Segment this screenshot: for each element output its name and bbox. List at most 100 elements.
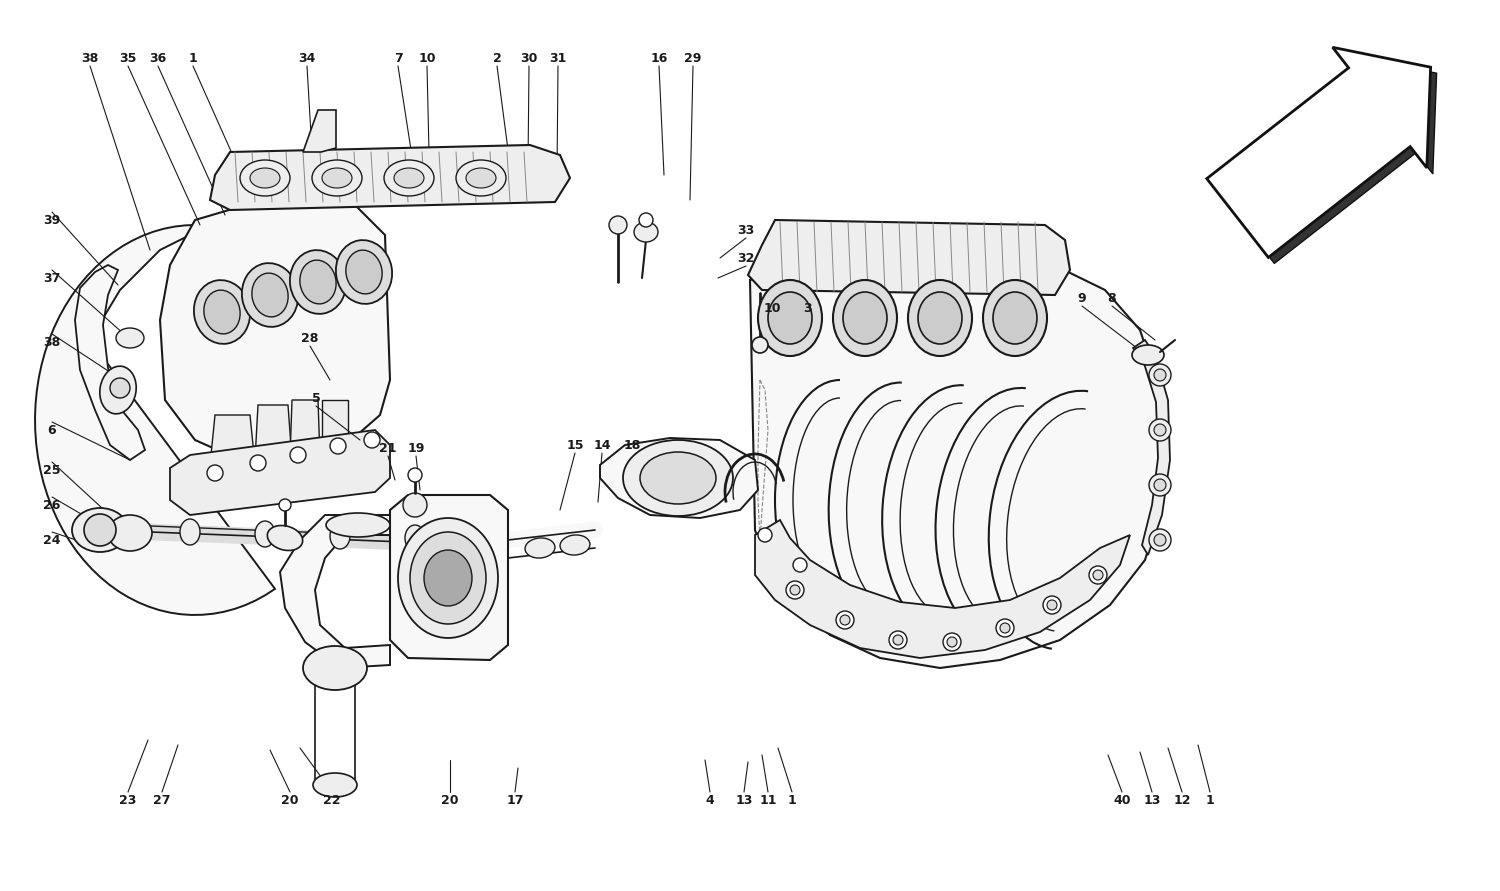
Circle shape — [890, 631, 908, 649]
Ellipse shape — [424, 550, 472, 606]
Circle shape — [1154, 369, 1166, 381]
Ellipse shape — [843, 292, 886, 344]
Ellipse shape — [204, 290, 240, 334]
Text: 32: 32 — [738, 251, 754, 265]
Polygon shape — [255, 405, 292, 460]
Ellipse shape — [758, 280, 822, 356]
Text: 7: 7 — [393, 52, 402, 64]
Ellipse shape — [466, 168, 496, 188]
Ellipse shape — [982, 280, 1047, 356]
Text: 14: 14 — [592, 438, 610, 452]
Ellipse shape — [314, 773, 357, 797]
Circle shape — [786, 581, 804, 599]
Circle shape — [1149, 419, 1172, 441]
Text: 16: 16 — [651, 52, 668, 64]
Text: 3: 3 — [804, 301, 813, 315]
Circle shape — [892, 635, 903, 645]
Ellipse shape — [833, 280, 897, 356]
Text: 36: 36 — [150, 52, 166, 64]
Circle shape — [639, 213, 652, 227]
Text: 28: 28 — [302, 331, 318, 345]
Text: 20: 20 — [441, 794, 459, 806]
Text: 12: 12 — [1173, 794, 1191, 806]
Polygon shape — [750, 255, 1160, 668]
Ellipse shape — [1132, 345, 1164, 365]
Text: 15: 15 — [566, 438, 584, 452]
Circle shape — [1149, 364, 1172, 386]
Polygon shape — [1214, 53, 1437, 264]
Ellipse shape — [410, 532, 486, 624]
Ellipse shape — [634, 222, 658, 242]
Polygon shape — [170, 430, 390, 515]
Text: 13: 13 — [735, 794, 753, 806]
Circle shape — [758, 528, 772, 542]
Circle shape — [1149, 529, 1172, 551]
Text: 31: 31 — [549, 52, 567, 64]
Text: 1: 1 — [189, 52, 198, 64]
Circle shape — [408, 468, 422, 482]
Circle shape — [1154, 424, 1166, 436]
Text: 22: 22 — [324, 794, 340, 806]
Ellipse shape — [116, 328, 144, 348]
Circle shape — [794, 558, 807, 572]
Text: 21: 21 — [380, 442, 396, 454]
Polygon shape — [1208, 47, 1431, 257]
Circle shape — [290, 447, 306, 463]
Ellipse shape — [394, 168, 424, 188]
Polygon shape — [600, 438, 758, 518]
Ellipse shape — [100, 366, 136, 413]
Text: 26: 26 — [44, 498, 60, 511]
Circle shape — [1154, 534, 1166, 546]
Ellipse shape — [255, 521, 274, 547]
Circle shape — [752, 337, 768, 353]
Ellipse shape — [240, 160, 290, 196]
Text: 11: 11 — [759, 794, 777, 806]
Polygon shape — [754, 520, 1130, 658]
Polygon shape — [748, 220, 1070, 295]
Circle shape — [364, 432, 380, 448]
Text: 33: 33 — [738, 224, 754, 236]
Text: 29: 29 — [684, 52, 702, 64]
Text: 2: 2 — [492, 52, 501, 64]
Ellipse shape — [194, 280, 250, 344]
Text: 5: 5 — [312, 391, 321, 405]
Ellipse shape — [108, 515, 152, 551]
Ellipse shape — [908, 280, 972, 356]
Circle shape — [110, 378, 130, 398]
Ellipse shape — [267, 526, 303, 551]
Ellipse shape — [336, 240, 392, 304]
Ellipse shape — [560, 535, 590, 555]
Text: 39: 39 — [44, 214, 60, 226]
Ellipse shape — [398, 518, 498, 638]
Ellipse shape — [322, 168, 352, 188]
Text: 17: 17 — [506, 794, 524, 806]
Ellipse shape — [72, 508, 128, 552]
Text: 6: 6 — [48, 423, 57, 437]
Ellipse shape — [405, 525, 424, 551]
Text: 27: 27 — [153, 794, 171, 806]
Circle shape — [251, 455, 266, 471]
Circle shape — [1154, 479, 1166, 491]
Text: 38: 38 — [44, 336, 60, 348]
Text: 25: 25 — [44, 463, 62, 477]
Text: 1: 1 — [788, 794, 796, 806]
Text: 19: 19 — [408, 442, 424, 454]
Circle shape — [207, 465, 224, 481]
Text: 30: 30 — [520, 52, 537, 64]
Text: 9: 9 — [1077, 291, 1086, 305]
Text: 10: 10 — [419, 52, 435, 64]
Text: 35: 35 — [120, 52, 136, 64]
Circle shape — [404, 493, 427, 517]
Polygon shape — [280, 515, 390, 668]
Text: 37: 37 — [44, 272, 60, 284]
Ellipse shape — [640, 452, 716, 504]
Polygon shape — [390, 495, 508, 660]
Ellipse shape — [105, 517, 125, 543]
Polygon shape — [210, 145, 570, 210]
Ellipse shape — [525, 538, 555, 558]
Ellipse shape — [456, 160, 506, 196]
Ellipse shape — [252, 274, 288, 317]
Ellipse shape — [346, 250, 382, 294]
Circle shape — [1149, 474, 1172, 496]
Ellipse shape — [768, 292, 812, 344]
